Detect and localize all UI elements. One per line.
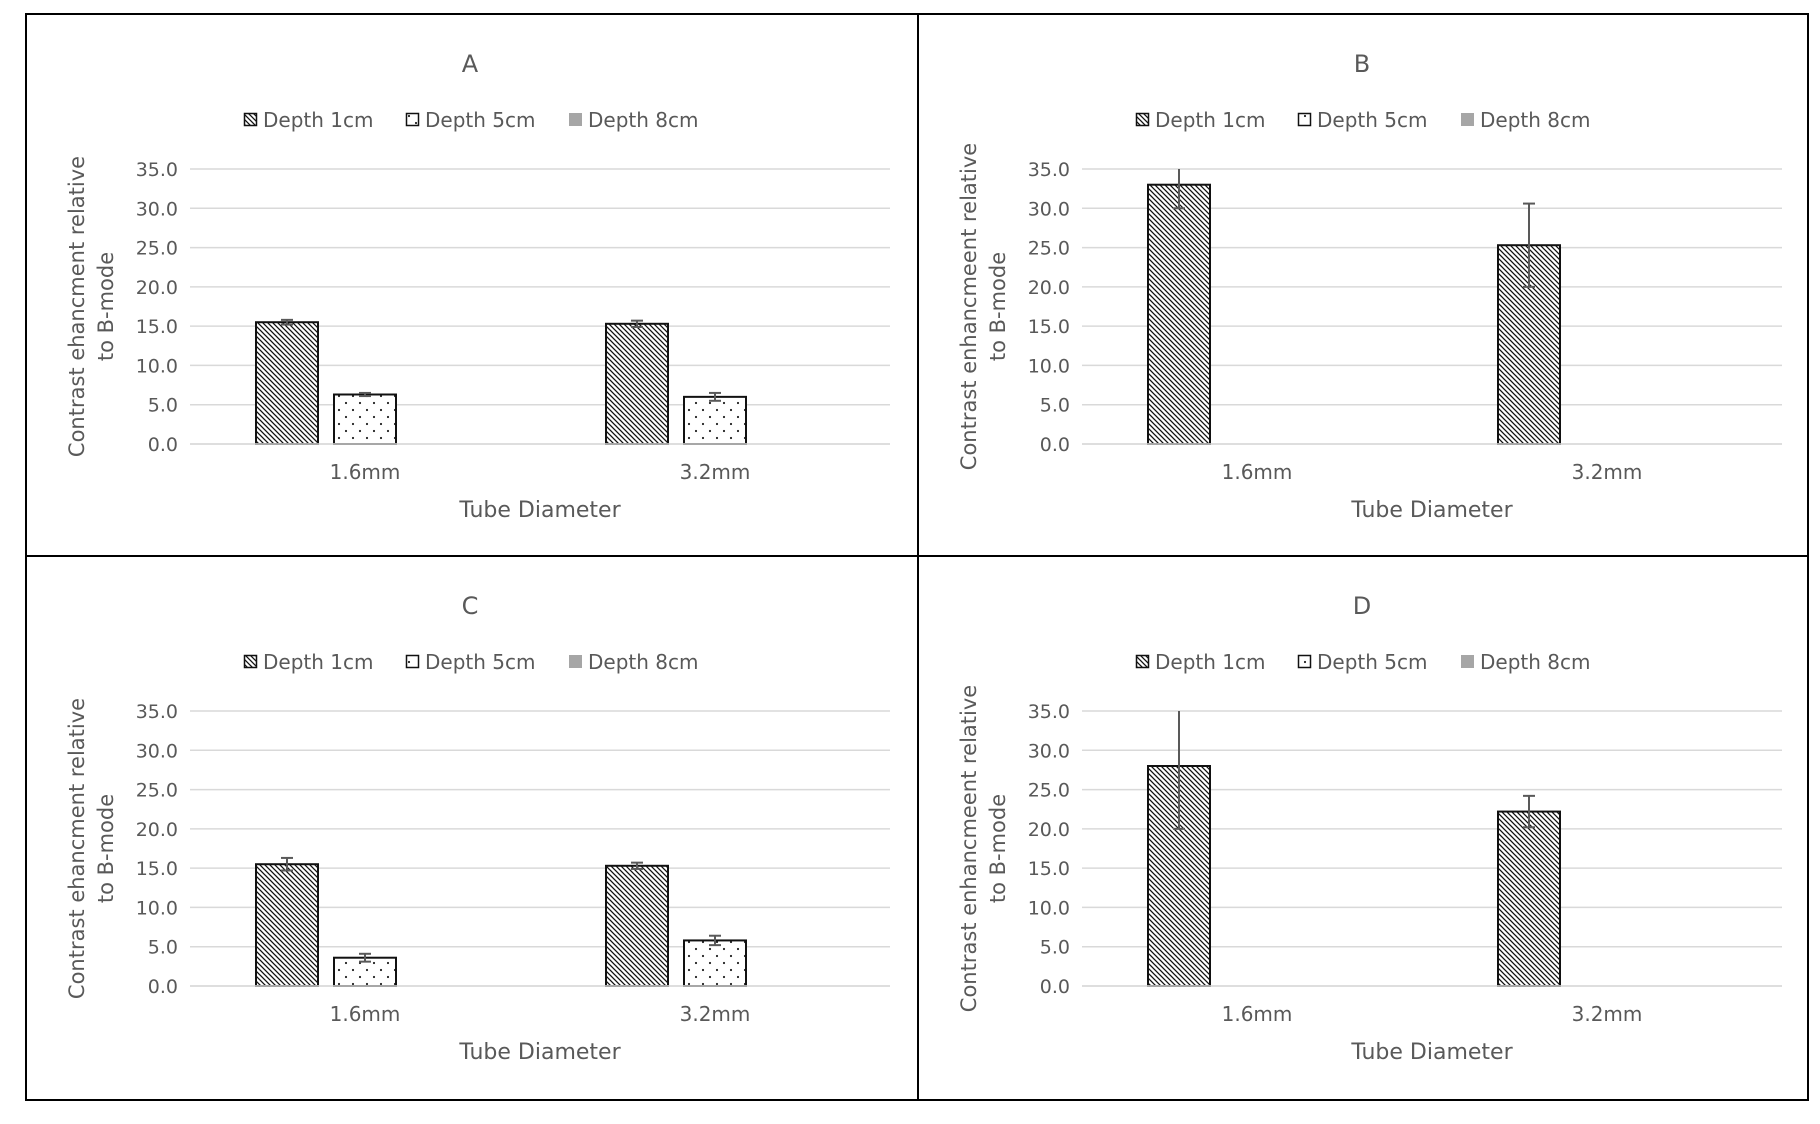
legend-swatch xyxy=(1135,654,1150,669)
legend-swatch xyxy=(1461,113,1474,126)
legend-label: Depth 8cm xyxy=(588,650,698,674)
legend-swatch xyxy=(1135,112,1150,127)
legend-label: Depth 5cm xyxy=(425,650,535,674)
legend-swatch xyxy=(243,654,258,669)
y-tick-label: 5.0 xyxy=(1040,395,1070,417)
y-tick-label: 10.0 xyxy=(136,355,178,377)
bar-hatch xyxy=(1497,810,1561,987)
y-tick-label: 0.0 xyxy=(148,976,178,998)
y-tick-label: 15.0 xyxy=(136,316,178,338)
y-tick-label: 0.0 xyxy=(1040,434,1070,456)
chart-title: C xyxy=(462,592,479,620)
y-tick-label: 35.0 xyxy=(1028,159,1070,181)
y-tick-label: 15.0 xyxy=(1028,316,1070,338)
bar-dots xyxy=(683,939,747,988)
bar-hatch xyxy=(1147,183,1211,445)
y-axis-title: Contrast enhancmeent relative to B-mode xyxy=(957,143,1010,470)
y-tick-label: 10.0 xyxy=(1028,897,1070,919)
y-tick-label: 0.0 xyxy=(1040,976,1070,998)
x-tick-label: 3.2mm xyxy=(1572,1002,1643,1026)
chart-panel-b: B Depth 1cm Depth 5cm Depth 8cm 0.0 5.0 10.0 15… xyxy=(917,13,1809,557)
y-tick-label: 30.0 xyxy=(1028,198,1070,220)
bar-dots xyxy=(333,393,397,445)
legend-swatch xyxy=(1461,655,1474,668)
x-axis-title: Tube Diameter xyxy=(458,1040,621,1065)
y-tick-label: 35.0 xyxy=(136,701,178,723)
y-tick-label: 20.0 xyxy=(136,277,178,299)
panel-border xyxy=(917,555,1809,1101)
y-tick-label: 5.0 xyxy=(1040,937,1070,959)
y-axis-title-line: to B-mode xyxy=(94,252,118,361)
legend-label: Depth 8cm xyxy=(1480,108,1590,132)
y-tick-label: 20.0 xyxy=(1028,819,1070,841)
y-tick-label: 5.0 xyxy=(148,395,178,417)
y-tick-label: 35.0 xyxy=(1028,701,1070,723)
y-tick-label: 25.0 xyxy=(136,780,178,802)
y-axis-title-line: Contrast ehancment relative xyxy=(65,698,89,999)
legend-swatch xyxy=(405,112,420,127)
y-tick-label: 0.0 xyxy=(148,434,178,456)
y-tick-label: 5.0 xyxy=(148,937,178,959)
legend-label: Depth 5cm xyxy=(1317,108,1427,132)
x-axis-title: Tube Diameter xyxy=(1350,498,1513,523)
y-tick-label: 30.0 xyxy=(1028,740,1070,762)
y-axis-title-line: Contrast enhancmeent relative xyxy=(957,685,981,1012)
legend-label: Depth 5cm xyxy=(425,108,535,132)
chart-title: D xyxy=(1353,592,1371,620)
chart-panel-d: D Depth 1cm Depth 5cm Depth 8cm 0.0 5.0 10.0 15… xyxy=(917,555,1809,1101)
legend-label: Depth 1cm xyxy=(1155,650,1265,674)
legend-swatch xyxy=(405,654,420,669)
legend-label: Depth 1cm xyxy=(263,108,373,132)
y-tick-label: 30.0 xyxy=(136,740,178,762)
legend-label: Depth 1cm xyxy=(263,650,373,674)
x-tick-label: 1.6mm xyxy=(330,460,401,484)
y-axis-title: Contrast ehancment relative to B-mode xyxy=(65,698,118,999)
y-axis-title-line: to B-mode xyxy=(94,794,118,903)
x-tick-label: 3.2mm xyxy=(1572,460,1643,484)
y-tick-label: 35.0 xyxy=(136,159,178,181)
bar-hatch xyxy=(255,321,319,446)
legend-swatch xyxy=(1297,112,1312,127)
legend-swatch xyxy=(243,112,258,127)
x-tick-label: 1.6mm xyxy=(330,1002,401,1026)
chart-title: A xyxy=(462,50,479,78)
y-axis-title-line: Contrast enhancmeent relative xyxy=(957,143,981,470)
x-tick-label: 3.2mm xyxy=(680,1002,751,1026)
y-tick-label: 10.0 xyxy=(136,897,178,919)
bar-hatch xyxy=(605,864,669,987)
legend-label: Depth 5cm xyxy=(1317,650,1427,674)
x-tick-label: 1.6mm xyxy=(1222,460,1293,484)
y-tick-label: 15.0 xyxy=(1028,858,1070,880)
chart-title: B xyxy=(1354,50,1370,78)
y-tick-label: 25.0 xyxy=(1028,238,1070,260)
y-axis-title-line: to B-mode xyxy=(986,794,1010,903)
x-axis-title: Tube Diameter xyxy=(1350,1040,1513,1065)
bar-dots xyxy=(683,395,747,446)
chart-panel-a: A Depth 1cm Depth 5cm Depth 8cm 0.0 5.0 10.0 15… xyxy=(25,13,919,557)
x-tick-label: 3.2mm xyxy=(680,460,751,484)
y-tick-label: 30.0 xyxy=(136,198,178,220)
chart-panel-c: C Depth 1cm Depth 5cm Depth 8cm 0.0 5.0 10.0 15… xyxy=(25,555,919,1101)
y-tick-label: 20.0 xyxy=(1028,277,1070,299)
x-axis-title: Tube Diameter xyxy=(458,498,621,523)
legend-swatch xyxy=(569,655,582,668)
y-axis-title: Contrast enhancmeent relative to B-mode xyxy=(957,685,1010,1012)
y-axis-title: Contrast ehancment relative to B-mode xyxy=(65,156,118,457)
y-tick-label: 20.0 xyxy=(136,819,178,841)
bar-hatch xyxy=(255,863,319,988)
legend-swatch xyxy=(1297,654,1312,669)
y-tick-label: 15.0 xyxy=(136,858,178,880)
y-tick-label: 25.0 xyxy=(136,238,178,260)
y-axis-title-line: Contrast ehancment relative xyxy=(65,156,89,457)
legend-label: Depth 8cm xyxy=(1480,650,1590,674)
legend-label: Depth 8cm xyxy=(588,108,698,132)
y-tick-label: 10.0 xyxy=(1028,355,1070,377)
x-tick-label: 1.6mm xyxy=(1222,1002,1293,1026)
bar-hatch xyxy=(605,322,669,445)
legend-label: Depth 1cm xyxy=(1155,108,1265,132)
y-axis-title-line: to B-mode xyxy=(986,252,1010,361)
y-tick-label: 25.0 xyxy=(1028,780,1070,802)
legend-swatch xyxy=(569,113,582,126)
